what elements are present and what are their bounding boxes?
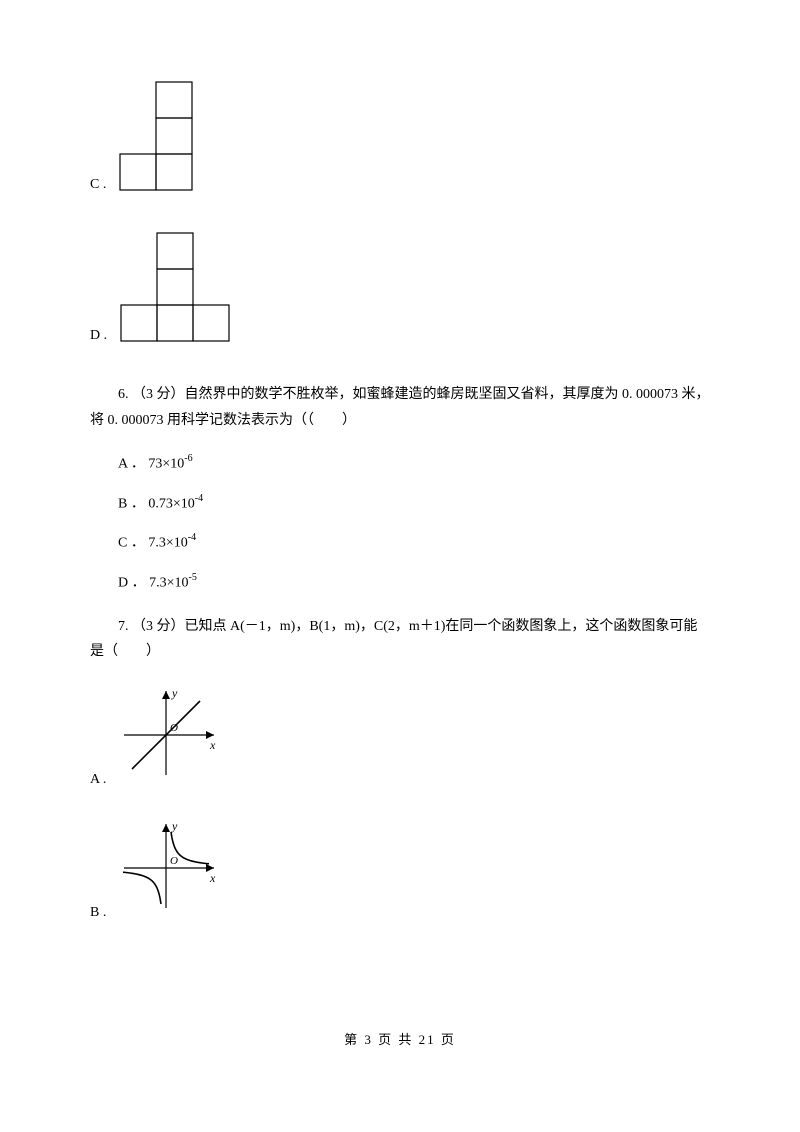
q6-option-a: A ． 73×10-6 — [90, 451, 710, 477]
svg-text:O: O — [170, 855, 178, 867]
q6-d-exp: -5 — [189, 572, 197, 583]
svg-text:x: x — [209, 871, 216, 885]
q6-option-b: B ． 0.73×10-4 — [90, 491, 710, 517]
svg-text:x: x — [209, 738, 216, 752]
shape-d-icon — [119, 231, 231, 352]
q6-b-label: B ． — [118, 496, 145, 511]
q6-c-exp: -4 — [188, 532, 196, 543]
svg-text:y: y — [171, 686, 178, 700]
q7-option-a-block: A . xyO — [90, 683, 710, 792]
q6-a-base: 73×10 — [148, 456, 184, 471]
q7-text: 7. （3 分）已知点 A(－1，m)，B(1，m)，C(2，m＋1)在同一个函… — [90, 614, 710, 664]
graph-b-icon: x y O — [114, 816, 224, 925]
q6-b-exp: -4 — [195, 493, 203, 504]
q5-option-c-block: C . — [90, 80, 710, 201]
page-footer: 第 3 页 共 21 页 — [0, 1029, 800, 1068]
q6-c-label: C ． — [118, 536, 145, 551]
shape-c-icon — [118, 80, 194, 201]
q6-a-exp: -6 — [184, 453, 192, 464]
q7-option-b-block: B . x y O — [90, 816, 710, 925]
graph-a-icon: xyO — [114, 683, 224, 792]
page-container: C . D . 6. （3 分）自然界中的数学不胜枚举，如蜜蜂建造的蜂房既坚固又… — [0, 0, 800, 989]
q6-a-label: A ． — [118, 456, 145, 471]
q6-c-base: 7.3×10 — [148, 536, 187, 551]
q5-option-d-label: D . — [90, 323, 107, 352]
q6-option-d: D ． 7.3×10-5 — [90, 570, 710, 596]
q5-option-d-block: D . — [90, 231, 710, 352]
q6-d-base: 7.3×10 — [149, 576, 188, 591]
svg-text:y: y — [171, 819, 178, 833]
q5-option-c-label: C . — [90, 172, 106, 201]
q6-text: 6. （3 分）自然界中的数学不胜枚举，如蜜蜂建造的蜂房既坚固又省料，其厚度为 … — [90, 382, 710, 432]
q6-option-c: C ． 7.3×10-4 — [90, 530, 710, 556]
q6-d-label: D ． — [118, 576, 146, 591]
q6-b-base: 0.73×10 — [148, 496, 194, 511]
q7-b-label: B . — [90, 900, 106, 925]
q7-a-label: A . — [90, 767, 106, 792]
